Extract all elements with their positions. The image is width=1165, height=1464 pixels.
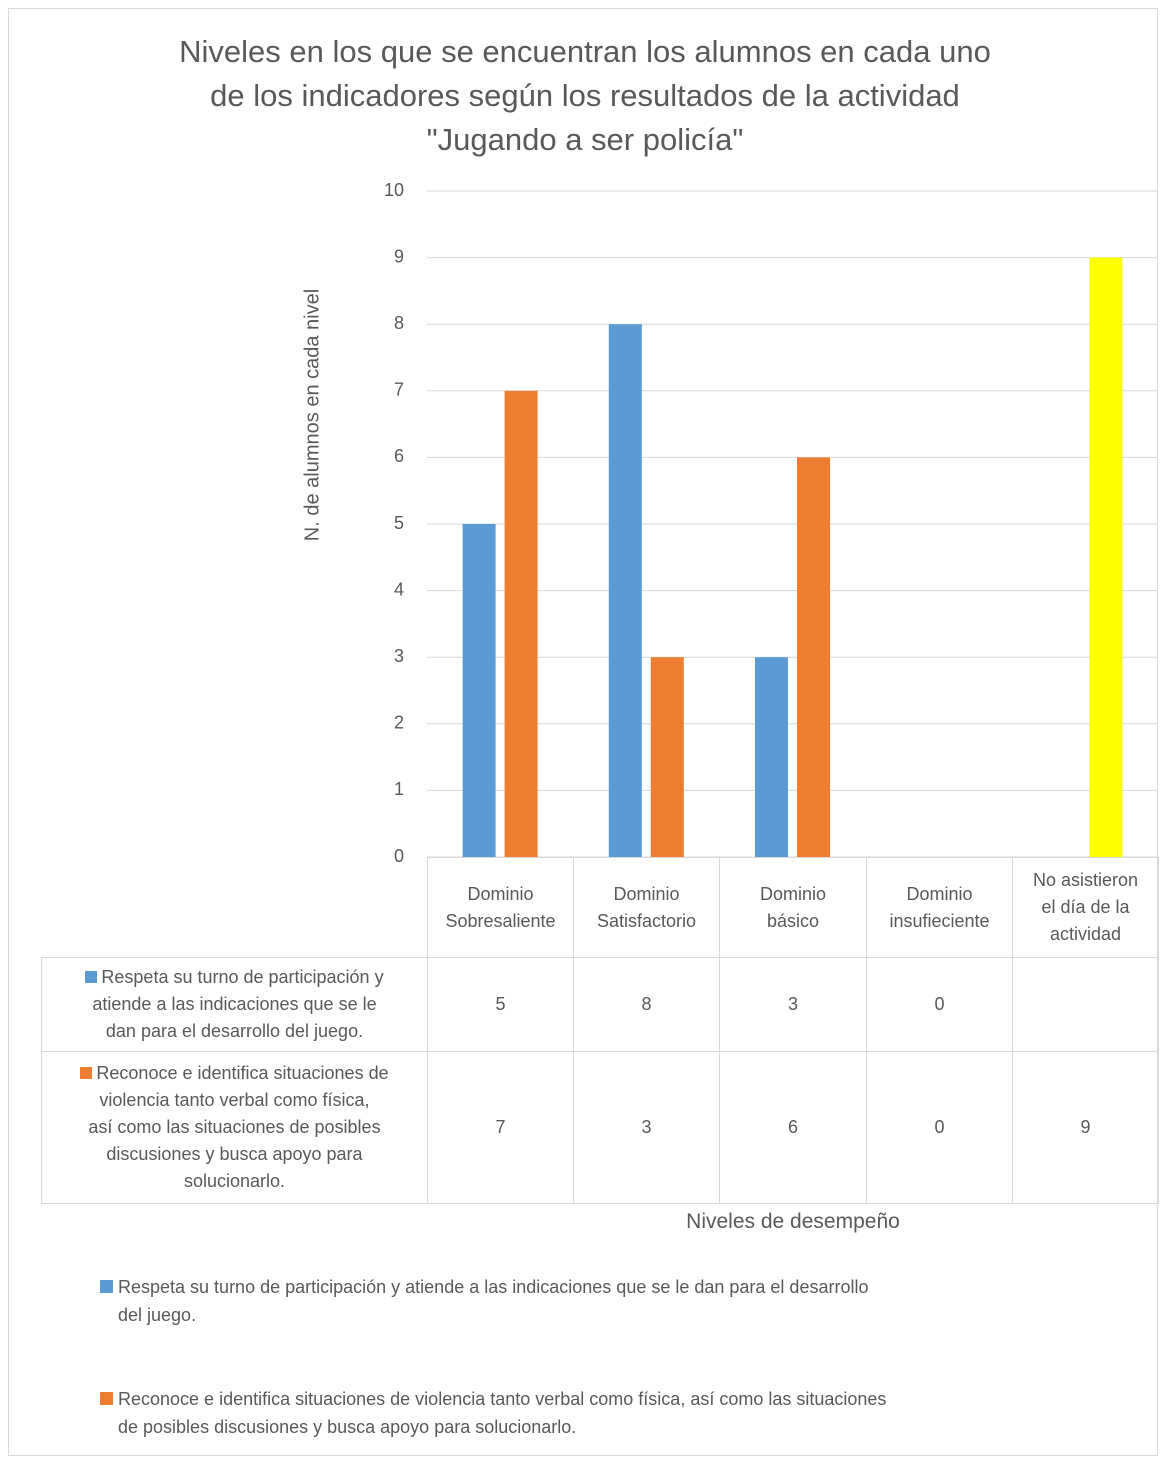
y-tick-label: 8 [394, 313, 404, 333]
data-table: Dominio Sobresaliente Dominio Satisfacto… [41, 857, 1159, 1204]
chart-title-line: "Jugando a ser policía" [426, 122, 744, 157]
legend-label-line: del juego. [118, 1305, 197, 1325]
legend-swatch-series-2 [100, 1392, 113, 1405]
category-header: Dominio insufieciente [866, 857, 1013, 958]
chart-title-line: de los indicadores según los resultados … [210, 78, 960, 113]
chart-frame [8, 8, 1158, 1456]
y-tick-label: 7 [394, 380, 404, 400]
y-tick-label: 6 [394, 446, 404, 466]
category-label-line: Dominio [467, 883, 534, 904]
category-header: Dominio Sobresaliente [427, 857, 574, 958]
legend-item-series-1: Respeta su turno de participación y atie… [100, 1273, 1078, 1329]
bar-series-2 [1089, 257, 1123, 858]
category-label-line: Sobresaliente [445, 910, 556, 931]
table-cell: 0 [866, 1051, 1013, 1204]
x-axis-label: Niveles de desempeño [686, 1210, 900, 1233]
category-label-line: el día de la [1041, 897, 1130, 917]
category-label-line: Dominio [906, 883, 973, 904]
legend-swatch-series-1 [100, 1280, 113, 1293]
y-tick-label: 1 [394, 779, 404, 799]
table-cell: 0 [866, 957, 1013, 1052]
table-cell: 3 [573, 1051, 720, 1204]
y-tick-label: 10 [384, 180, 404, 200]
series-label-line: discusiones y busca apoyo para [106, 1144, 363, 1164]
category-header: Dominio Satisfactorio [573, 857, 720, 958]
series-label-line: Respeta su turno de participación y [101, 967, 384, 987]
y-tick-label: 9 [394, 246, 404, 266]
series-2-swatch [80, 1067, 93, 1079]
category-label-line: básico [766, 910, 820, 931]
table-cell: 8 [573, 957, 720, 1052]
table-row: Reconoce e identifica situaciones de vio… [41, 1051, 1159, 1204]
table-corner-cell [41, 857, 428, 958]
category-header: Dominio básico [719, 857, 867, 958]
series-label-line: solucionarlo. [183, 1171, 286, 1191]
category-label-line: Dominio [759, 883, 827, 904]
series-label-line: atiende a las indicaciones que se le [92, 994, 377, 1014]
bar-chart-plot: 0 1 2 3 4 5 6 7 8 9 10 [384, 180, 1158, 866]
category-label-line: Dominio [613, 883, 680, 904]
y-tick-label: 3 [394, 646, 404, 666]
category-label-line: actividad [1049, 924, 1122, 944]
legend-label-line: de posibles discusiones y busca apoyo pa… [118, 1417, 577, 1437]
y-tick-label: 2 [394, 713, 404, 733]
category-label-line: Satisfactorio [596, 910, 697, 931]
y-tick-label: 5 [394, 513, 404, 533]
series-label-line: Reconoce e identifica situaciones de [96, 1063, 389, 1083]
bar-series-1 [755, 657, 788, 857]
table-header-row: Dominio Sobresaliente Dominio Satisfacto… [41, 857, 1159, 958]
legend-item-series-2: Reconoce e identifica situaciones de vio… [100, 1385, 1078, 1441]
series-label-line: así como las situaciones de posibles [88, 1117, 381, 1137]
chart-title: Niveles en los que se encuentran los alu… [60, 30, 1110, 162]
bar-series-2 [650, 657, 684, 857]
table-cell: 3 [719, 957, 867, 1052]
category-label-line: insufieciente [889, 910, 990, 931]
y-tick-label: 0 [394, 846, 404, 866]
legend-label-line: Reconoce e identifica situaciones de vio… [118, 1389, 887, 1409]
y-tick-label: 4 [394, 579, 404, 599]
chart-title-line: Niveles en los que se encuentran los alu… [179, 34, 991, 69]
table-cell: 9 [1012, 1051, 1159, 1204]
series-label-line: dan para el desarrollo del juego. [105, 1021, 364, 1041]
series-label-line: violencia tanto verbal como física, [99, 1090, 370, 1110]
legend-label-line: Respeta su turno de participación y atie… [118, 1277, 869, 1297]
table-cell [1012, 957, 1159, 1052]
series-row-label: Reconoce e identifica situaciones de vio… [41, 1051, 428, 1204]
table-cell: 5 [427, 957, 574, 1052]
series-row-label: Respeta su turno de participación y atie… [41, 957, 428, 1052]
table-cell: 7 [427, 1051, 574, 1204]
table-row: Respeta su turno de participación y atie… [41, 957, 1159, 1052]
bar-series-1 [462, 524, 496, 857]
bar-series-2 [504, 390, 538, 857]
category-label-line: No asistieron [1032, 870, 1139, 890]
table-cell: 6 [719, 1051, 867, 1204]
bar-series-2 [797, 457, 830, 857]
series-1-swatch [85, 971, 98, 983]
category-header: No asistieron el día de la actividad [1012, 857, 1159, 958]
bar-series-1 [608, 324, 642, 857]
